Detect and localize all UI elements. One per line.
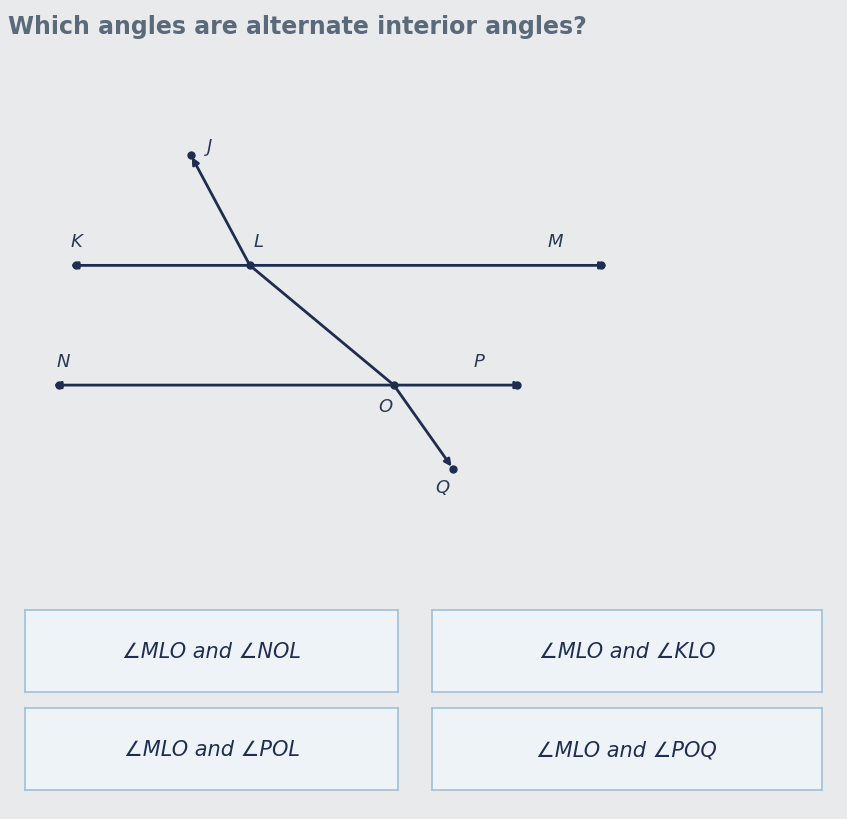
Text: J: J: [208, 138, 213, 156]
Text: Which angles are alternate interior angles?: Which angles are alternate interior angl…: [8, 15, 587, 39]
Text: Q: Q: [435, 478, 449, 496]
Text: M: M: [547, 233, 562, 251]
Text: K: K: [70, 233, 82, 251]
Text: ∠MLO and ∠POL: ∠MLO and ∠POL: [124, 740, 300, 759]
Text: L: L: [253, 233, 263, 251]
Text: O: O: [379, 397, 392, 415]
Text: N: N: [57, 353, 70, 371]
Text: ∠MLO and ∠KLO: ∠MLO and ∠KLO: [539, 641, 715, 661]
Text: ∠MLO and ∠NOL: ∠MLO and ∠NOL: [122, 641, 302, 661]
Text: P: P: [473, 353, 484, 371]
Text: ∠MLO and ∠POQ: ∠MLO and ∠POQ: [536, 740, 717, 759]
